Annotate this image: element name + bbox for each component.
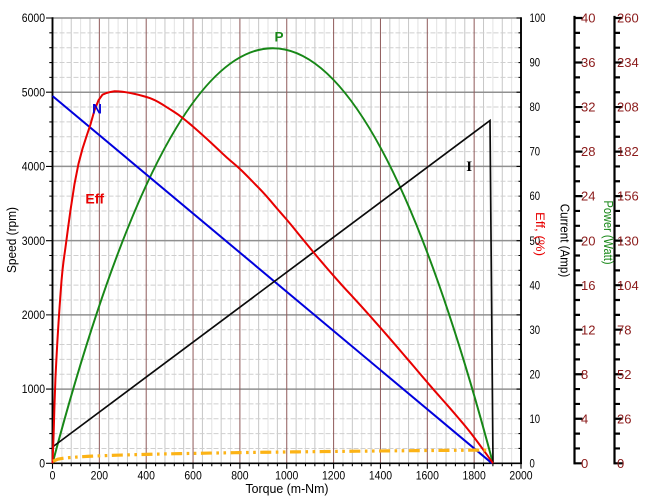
svg-text:0: 0 — [50, 471, 56, 483]
svg-text:4: 4 — [581, 411, 588, 426]
svg-text:30: 30 — [530, 325, 541, 337]
svg-text:234: 234 — [617, 55, 639, 70]
svg-text:Torque (m-Nm): Torque (m-Nm) — [246, 482, 329, 496]
svg-text:20: 20 — [530, 369, 541, 381]
svg-text:90: 90 — [530, 58, 541, 70]
svg-text:P: P — [274, 30, 283, 45]
svg-text:40: 40 — [530, 280, 541, 292]
svg-text:70: 70 — [530, 147, 541, 159]
svg-text:26: 26 — [617, 411, 631, 426]
svg-text:Current (Amp): Current (Amp) — [558, 204, 572, 278]
svg-text:Power (Watt): Power (Watt) — [601, 201, 615, 265]
svg-text:12: 12 — [581, 322, 595, 337]
svg-text:16: 16 — [581, 278, 595, 293]
svg-text:0: 0 — [530, 458, 535, 470]
svg-text:400: 400 — [138, 471, 155, 483]
svg-text:0: 0 — [581, 456, 588, 471]
svg-text:36: 36 — [581, 55, 595, 70]
svg-text:0: 0 — [617, 456, 624, 471]
svg-text:600: 600 — [184, 471, 201, 483]
svg-text:182: 182 — [617, 144, 639, 159]
svg-text:8: 8 — [581, 367, 588, 382]
svg-text:24: 24 — [581, 189, 595, 204]
svg-text:4000: 4000 — [22, 162, 45, 174]
svg-text:60: 60 — [530, 191, 541, 203]
svg-text:78: 78 — [617, 322, 631, 337]
svg-text:3000: 3000 — [22, 236, 45, 248]
svg-text:N: N — [92, 102, 102, 117]
svg-text:2000: 2000 — [22, 310, 45, 322]
svg-text:32: 32 — [581, 100, 595, 115]
svg-text:80: 80 — [530, 102, 541, 114]
svg-text:50: 50 — [530, 236, 541, 248]
svg-text:100: 100 — [530, 13, 546, 25]
svg-text:130: 130 — [617, 233, 639, 248]
svg-text:40: 40 — [581, 11, 595, 26]
svg-text:Eff: Eff — [85, 190, 104, 206]
svg-text:Eff, (%): Eff, (%) — [533, 212, 545, 256]
svg-text:1600: 1600 — [416, 471, 439, 483]
svg-text:1200: 1200 — [322, 471, 345, 483]
svg-text:28: 28 — [581, 144, 595, 159]
svg-text:1000: 1000 — [22, 384, 45, 396]
svg-text:0: 0 — [39, 458, 45, 470]
svg-text:1800: 1800 — [463, 471, 486, 483]
svg-text:200: 200 — [91, 471, 108, 483]
svg-text:I: I — [466, 159, 472, 175]
svg-text:208: 208 — [617, 100, 639, 115]
svg-text:5000: 5000 — [22, 87, 45, 99]
svg-text:2000: 2000 — [509, 471, 532, 483]
svg-text:1000: 1000 — [275, 471, 298, 483]
svg-text:52: 52 — [617, 367, 631, 382]
svg-text:20: 20 — [581, 233, 595, 248]
svg-text:6000: 6000 — [22, 13, 45, 25]
svg-text:10: 10 — [530, 414, 541, 426]
svg-text:Speed (rpm): Speed (rpm) — [5, 207, 19, 273]
svg-text:260: 260 — [617, 11, 639, 26]
svg-text:800: 800 — [231, 471, 248, 483]
svg-text:1400: 1400 — [369, 471, 392, 483]
svg-text:104: 104 — [617, 278, 639, 293]
svg-text:156: 156 — [617, 189, 639, 204]
